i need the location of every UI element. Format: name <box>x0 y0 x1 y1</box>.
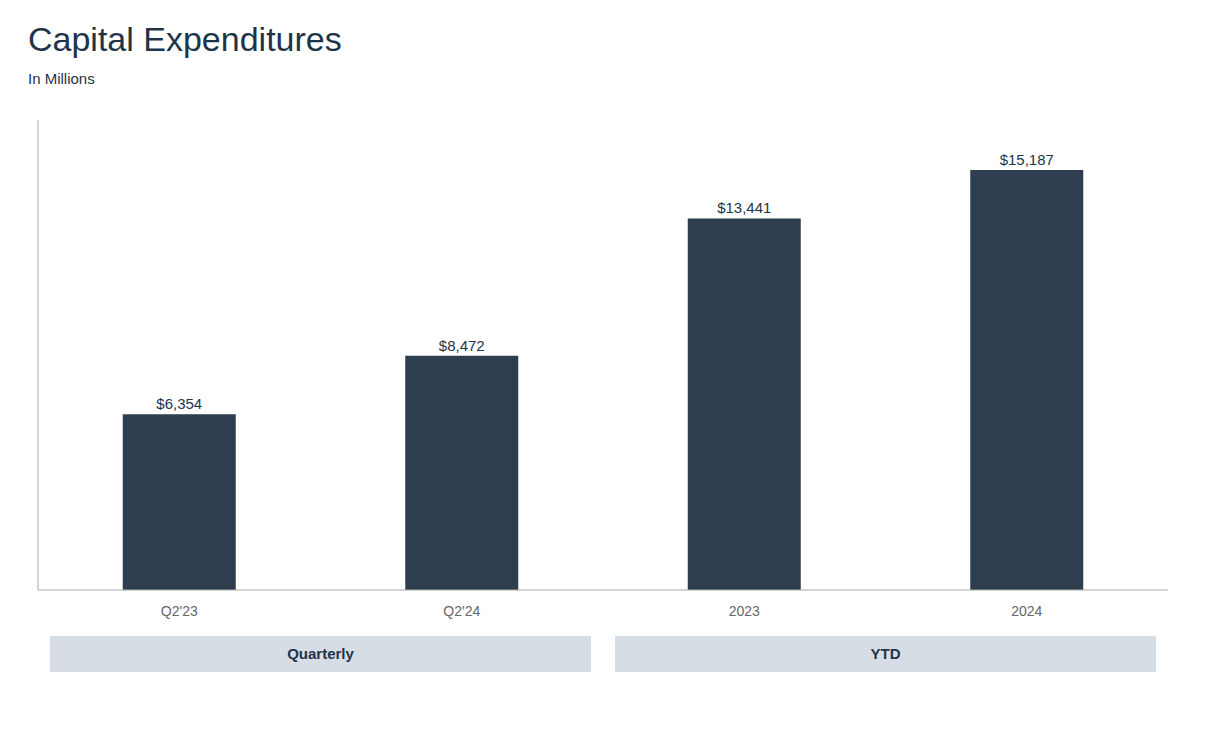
svg-text:2023: 2023 <box>729 603 760 619</box>
svg-text:$6,354: $6,354 <box>156 395 202 412</box>
svg-text:Q2'23: Q2'23 <box>161 603 198 619</box>
html-text:Capital Expenditures: Capital Expenditures <box>28 20 342 58</box>
svg-text:$15,187: $15,187 <box>1000 151 1054 168</box>
svg-text:$13,441: $13,441 <box>717 199 771 216</box>
html-text:In Millions: In Millions <box>28 70 95 87</box>
svg-text:Quarterly: Quarterly <box>287 645 354 662</box>
svg-text:Q2'24: Q2'24 <box>443 603 480 619</box>
svg-text:2024: 2024 <box>1011 603 1042 619</box>
svg-text:YTD: YTD <box>871 645 901 662</box>
svg-text:$8,472: $8,472 <box>439 337 485 354</box>
